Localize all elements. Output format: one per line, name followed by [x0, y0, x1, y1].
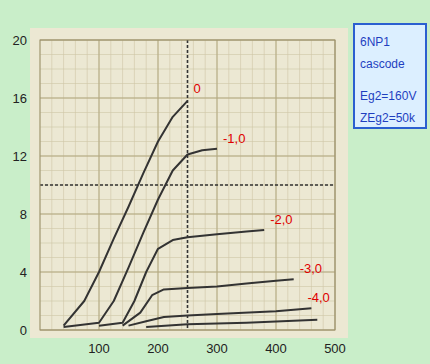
background	[0, 0, 430, 364]
info-text: ZEg2=50k	[360, 111, 416, 125]
minor-grid	[40, 69, 335, 70]
grid-line	[99, 40, 100, 330]
minor-grid	[40, 83, 335, 84]
curve-label: -4,0	[307, 290, 329, 305]
plate-curve	[123, 279, 294, 325]
y-tick-label: 12	[13, 149, 27, 164]
x-tick-label: 300	[206, 341, 228, 356]
minor-grid	[99, 40, 100, 330]
curve-label: 0	[194, 81, 201, 96]
y-tick-label: 0	[20, 323, 27, 338]
curves	[64, 101, 318, 327]
plate-curve	[64, 149, 217, 327]
minor-grid	[40, 199, 335, 200]
plate-curve	[146, 320, 317, 327]
info-text: Eg2=160V	[360, 89, 416, 103]
plot-frame	[40, 40, 335, 330]
center-line	[40, 184, 335, 186]
info-text: cascode	[360, 57, 405, 71]
curve-label: -1,0	[223, 131, 245, 146]
x-tick-label: 200	[147, 341, 169, 356]
x-tick-label: 100	[88, 341, 110, 356]
y-tick-label: 20	[13, 33, 27, 48]
minor-grid	[40, 185, 335, 186]
info-box	[354, 24, 426, 128]
y-tick-label: 8	[20, 207, 27, 222]
minor-grid	[40, 54, 335, 55]
x-tick-label: 400	[265, 341, 287, 356]
y-tick-label: 4	[20, 265, 27, 280]
y-tick-label: 16	[13, 91, 27, 106]
x-tick-label: 500	[324, 341, 346, 356]
info-text: 6NP1	[360, 35, 390, 49]
curve-label: -3,0	[300, 261, 322, 276]
chart: 1002003004005000481216200-1,0-2,0-3,0-4,…	[0, 0, 430, 364]
graph-paper	[30, 28, 348, 338]
plate-curve	[99, 230, 264, 326]
curve-label: -2,0	[270, 212, 292, 227]
minor-grid	[40, 228, 335, 229]
grid	[40, 40, 335, 330]
plate-curve	[64, 101, 188, 326]
